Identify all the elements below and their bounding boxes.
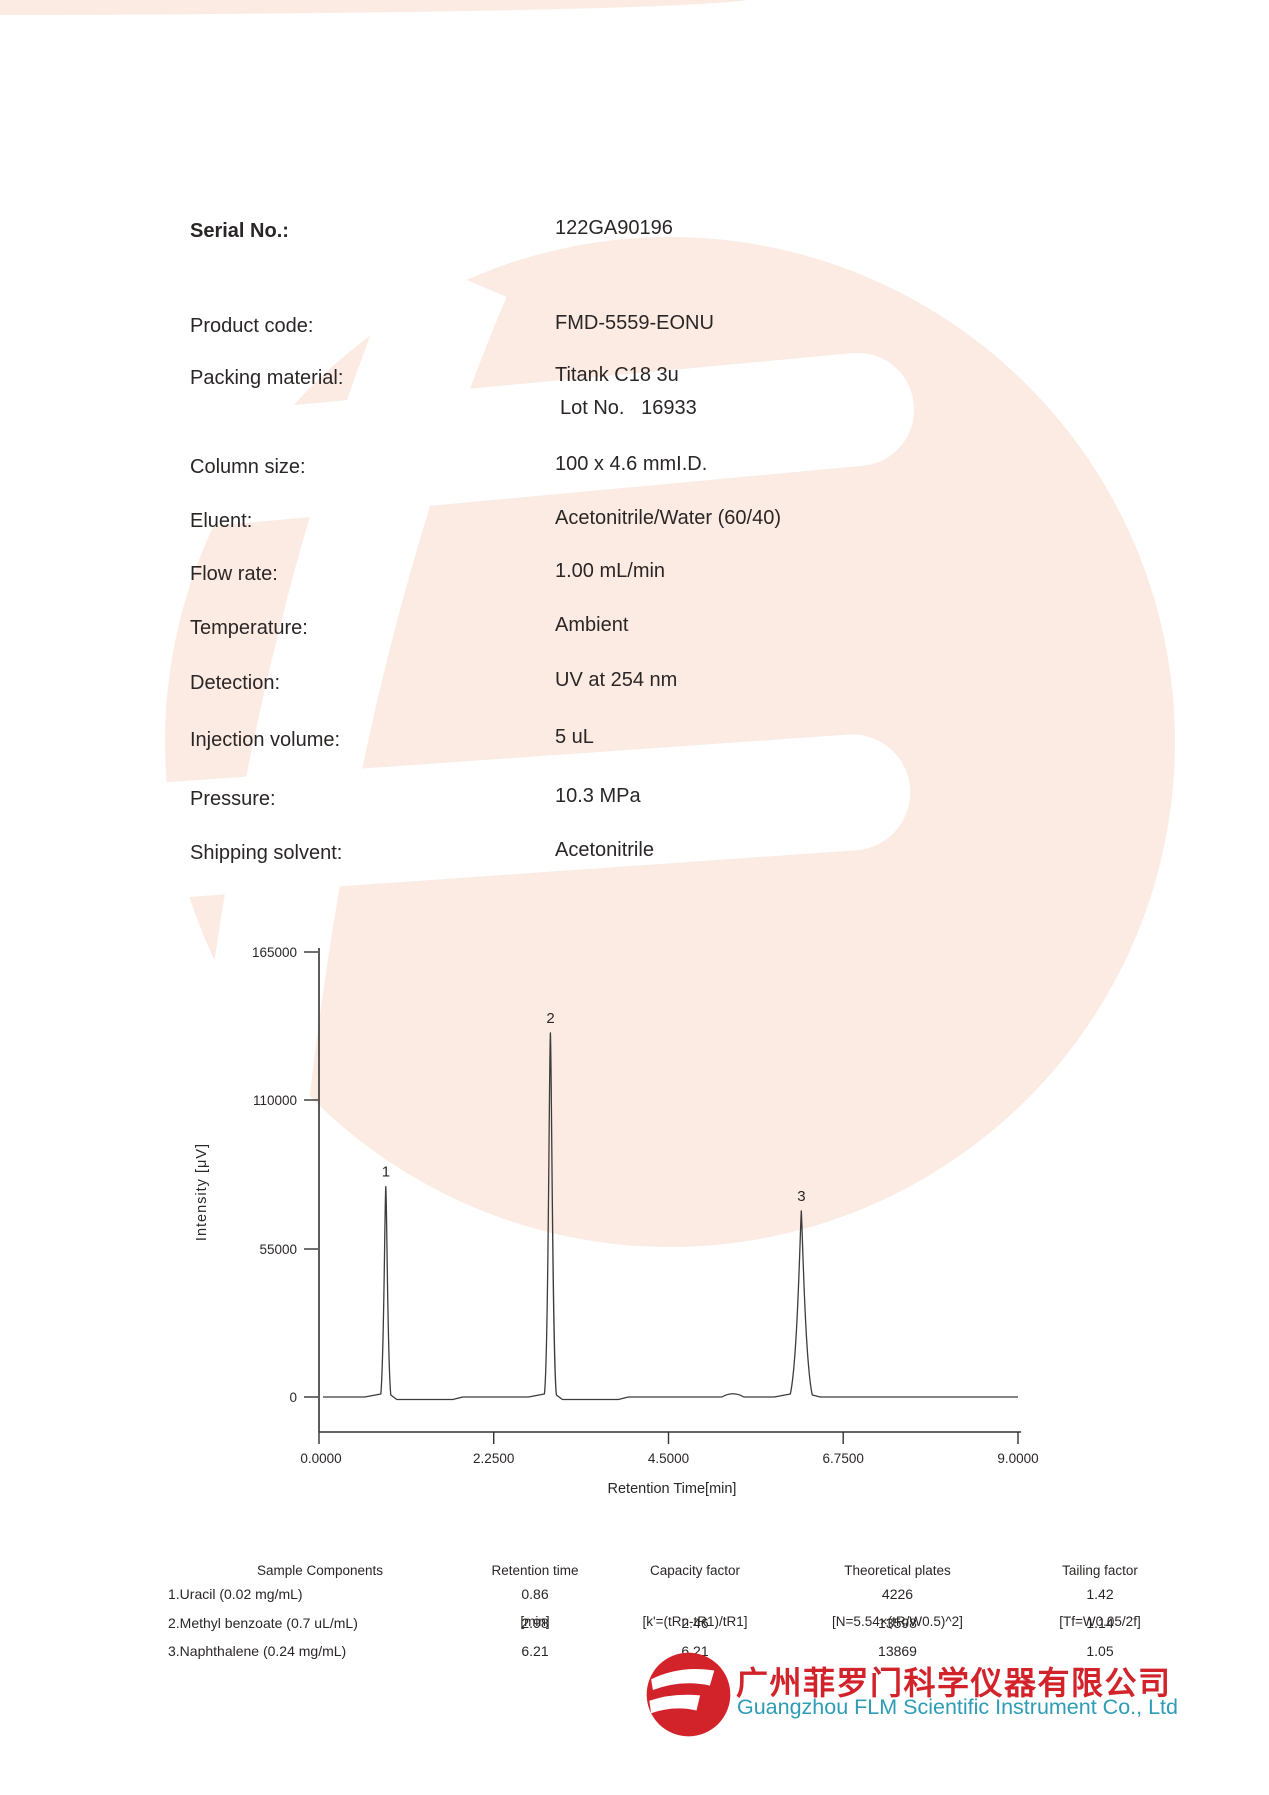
y-tick-label: 110000 — [253, 1093, 297, 1108]
y-tick-labels: 165000 110000 55000 0 — [252, 945, 297, 1405]
field-eluent: Eluent: Acetonitrile/Water (60/40) — [0, 507, 1269, 540]
field-value: 122GA90196 — [555, 217, 673, 239]
flm-logo-icon — [646, 1652, 731, 1737]
cell-component: 2.Methyl benzoate (0.7 uL/mL) — [168, 1614, 358, 1631]
peak-number-label: 1 — [382, 1164, 390, 1181]
field-value: 1.00 mL/min — [555, 560, 666, 582]
cell-component: 3.Naphthalene (0.24 mg/mL) — [168, 1643, 347, 1660]
field-serial-no: Serial No.: 122GA90196 — [0, 217, 1269, 250]
x-tick-label: 4.5000 — [648, 1451, 689, 1466]
table-row: 1.Uracil (0.02 mg/mL) 0.86 4226 1.42 — [150, 1580, 1215, 1609]
field-value: FMD-5559-EONU — [555, 312, 714, 334]
cell-capacity-factor: 2.46 — [681, 1614, 709, 1631]
header-line: [Tf=W0.05/2f] — [1059, 1614, 1141, 1629]
header-line: Tailing factor — [1062, 1563, 1138, 1578]
col-header-sample-components: Sample Components — [150, 1528, 490, 1664]
table-row: 2.Methyl benzoate (0.7 uL/mL) 2.98 2.46 … — [150, 1609, 1215, 1638]
cell-tailing-factor: 1.05 — [1086, 1643, 1114, 1660]
cell-component: 1.Uracil (0.02 mg/mL) — [168, 1586, 303, 1603]
field-lot-no: Lot No. 16933 — [560, 397, 697, 419]
peak-labels: 1 2 3 — [382, 1010, 806, 1205]
field-value: Ambient — [555, 614, 629, 636]
field-pressure: Pressure: 10.3 MPa — [0, 785, 1269, 818]
cell-retention-time: 2.98 — [521, 1614, 549, 1631]
cell-tailing-factor: 1.14 — [1086, 1614, 1114, 1631]
y-tick-label: 55000 — [259, 1242, 297, 1257]
y-tick-label: 165000 — [252, 945, 297, 960]
field-packing-material: Packing material: Titank C18 3u Lot No. … — [0, 364, 1269, 419]
cell-tailing-factor: 1.42 — [1086, 1586, 1114, 1603]
field-flow-rate: Flow rate: 1.00 mL/min — [0, 560, 1269, 593]
header-line: [min] — [520, 1614, 550, 1629]
company-name-en: Guangzhou FLM Scientific Instrument Co.,… — [737, 1695, 1178, 1719]
cell-retention-time: 0.86 — [521, 1586, 549, 1603]
y-axis-ticks — [304, 951, 318, 1398]
header-line: [N=5.54×(tR/W0.5)^2] — [832, 1614, 963, 1629]
header-line: [k'=(tRn-tR1)/tR1] — [642, 1614, 748, 1629]
col-header-tailing-factor: Tailing factor [Tf=W0.05/2f] — [985, 1528, 1215, 1664]
field-value: Acetonitrile/Water (60/40) — [555, 507, 782, 529]
field-label: Temperature: — [190, 617, 308, 639]
y-tick-label: 0 — [289, 1390, 297, 1405]
header-line: Sample Components — [256, 1563, 384, 1578]
results-table-header: Sample Components Retention time [min] C… — [150, 1528, 1215, 1664]
field-label: Detection: — [190, 672, 281, 694]
x-tick-label: 6.7500 — [823, 1451, 864, 1466]
field-label: Shipping solvent: — [190, 842, 343, 864]
x-tick-labels: 0.0000 2.2500 4.5000 6.7500 9.0000 — [300, 1451, 1038, 1466]
y-axis-title: Intensity [μV] — [194, 1143, 210, 1241]
cell-theoretical-plates: 13598 — [878, 1614, 917, 1631]
col-header-theoretical-plates: Theoretical plates [N=5.54×(tR/W0.5)^2] — [810, 1528, 985, 1664]
field-detection: Detection: UV at 254 nm — [0, 669, 1269, 702]
field-column-size: Column size: 100 x 4.6 mmI.D. — [0, 453, 1269, 486]
x-tick-label: 2.2500 — [473, 1451, 514, 1466]
col-header-capacity-factor: Capacity factor [k'=(tRn-tR1)/tR1] — [580, 1528, 810, 1664]
x-tick-label: 0.0000 — [300, 1451, 341, 1466]
field-label: Serial No.: — [190, 220, 289, 242]
field-value: 10.3 MPa — [555, 785, 641, 807]
cell-retention-time: 6.21 — [521, 1643, 549, 1660]
field-value: 5 uL — [555, 726, 594, 748]
field-shipping-solvent: Shipping solvent: Acetonitrile — [0, 839, 1269, 872]
peak-number-label: 2 — [546, 1010, 554, 1027]
field-label: Product code: — [190, 315, 314, 337]
field-label: Flow rate: — [190, 563, 278, 585]
peak-number-label: 3 — [797, 1188, 805, 1205]
x-axis-title: Retention Time[min] — [608, 1481, 737, 1497]
field-label: Injection volume: — [190, 729, 341, 751]
field-label: Column size: — [190, 456, 306, 478]
field-temperature: Temperature: Ambient — [0, 614, 1269, 647]
field-product-code: Product code: FMD-5559-EONU — [0, 312, 1269, 345]
field-value: UV at 254 nm — [555, 669, 678, 691]
field-label: Packing material: — [190, 367, 344, 389]
field-value: Titank C18 3u — [555, 364, 679, 386]
field-injection-volume: Injection volume: 5 uL — [0, 726, 1269, 759]
header-line: Capacity factor — [649, 1563, 741, 1578]
field-label: Pressure: — [190, 788, 276, 810]
cell-theoretical-plates: 13869 — [878, 1643, 917, 1660]
cell-theoretical-plates: 4226 — [881, 1586, 914, 1603]
field-value: Acetonitrile — [555, 839, 654, 861]
results-table: Sample Components Retention time [min] C… — [150, 1528, 1215, 1664]
field-value: 100 x 4.6 mmI.D. — [555, 453, 708, 475]
header-line: Theoretical plates — [844, 1563, 951, 1578]
header-line: Retention time — [491, 1563, 579, 1578]
x-tick-label: 9.0000 — [997, 1451, 1038, 1466]
x-axis-ticks — [318, 1432, 1019, 1444]
col-header-retention-time: Retention time [min] — [490, 1528, 580, 1664]
results-table-body: 1.Uracil (0.02 mg/mL) 0.86 4226 1.42 2.M… — [150, 1580, 1215, 1666]
field-label: Eluent: — [190, 510, 253, 532]
chromatogram-trace — [323, 1032, 1018, 1401]
company-name-cn: 广州菲罗门科学仪器有限公司 — [736, 1665, 1172, 1701]
